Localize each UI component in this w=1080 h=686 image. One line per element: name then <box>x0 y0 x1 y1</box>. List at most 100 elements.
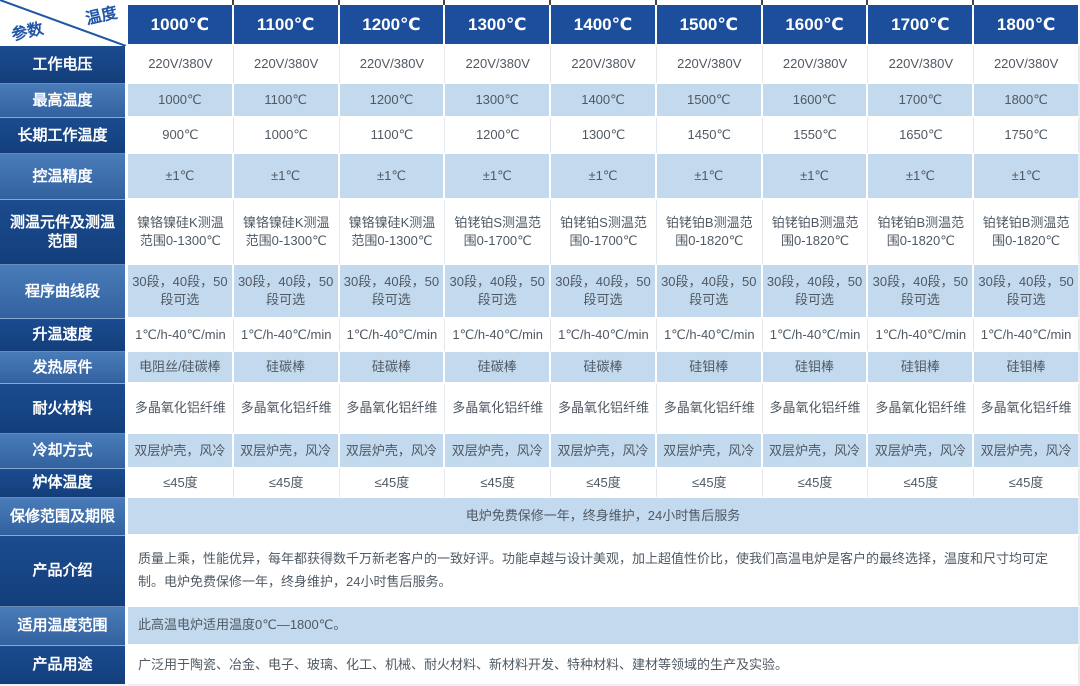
data-cell: 30段，40段，50段可选 <box>762 265 869 319</box>
data-cell: 1300℃ <box>445 84 552 118</box>
data-cell: 1550℃ <box>762 118 869 154</box>
span-row-text: 广泛用于陶瓷、冶金、电子、玻璃、化工、机械、耐火材料、新材料开发、特种材料、建材… <box>128 646 1080 686</box>
data-cell: ±1℃ <box>551 154 657 200</box>
data-cell: ±1℃ <box>339 154 446 200</box>
data-cell: 多晶氧化铝纤维 <box>233 384 340 434</box>
row-label: 耐火材料 <box>0 384 128 434</box>
data-cell: 1000℃ <box>233 118 340 154</box>
data-cell: ≤45度 <box>656 469 763 498</box>
column-header: 1100℃ <box>233 5 340 46</box>
data-cell: ±1℃ <box>868 154 975 200</box>
diagonal-line <box>0 0 126 46</box>
column-header: 1200℃ <box>339 5 446 46</box>
data-cell: ±1℃ <box>128 154 234 200</box>
column-header: 1000℃ <box>128 5 234 46</box>
row-label: 程序曲线段 <box>0 265 128 319</box>
data-cell: 1450℃ <box>656 118 763 154</box>
row-label: 冷却方式 <box>0 434 128 469</box>
data-cell: 1100℃ <box>233 84 340 118</box>
row-label: 炉体温度 <box>0 469 128 498</box>
data-cell: ≤45度 <box>445 469 552 498</box>
data-cell: 220V/380V <box>868 46 975 84</box>
data-cell: 电阻丝/硅碳棒 <box>128 352 234 384</box>
data-cell: 硅碳棒 <box>339 352 446 384</box>
data-cell: 1000℃ <box>128 84 234 118</box>
data-cell: 30段，40段，50段可选 <box>233 265 340 319</box>
data-cell: 双层炉壳，风冷 <box>656 434 763 469</box>
data-cell: 1600℃ <box>762 84 869 118</box>
data-cell: 多晶氧化铝纤维 <box>445 384 552 434</box>
data-cell: 220V/380V <box>762 46 869 84</box>
data-cell: 30段，40段，50段可选 <box>974 265 1080 319</box>
data-cell: 1300℃ <box>551 118 657 154</box>
column-header: 1800℃ <box>974 5 1080 46</box>
data-cell: 1200℃ <box>339 84 446 118</box>
data-cell: 双层炉壳，风冷 <box>445 434 552 469</box>
row-label: 发热原件 <box>0 352 128 384</box>
data-cell: 双层炉壳，风冷 <box>339 434 446 469</box>
data-cell: 220V/380V <box>339 46 446 84</box>
data-cell: 30段，40段，50段可选 <box>445 265 552 319</box>
row-label: 适用温度范围 <box>0 607 128 646</box>
data-cell: 多晶氧化铝纤维 <box>868 384 975 434</box>
data-cell: 双层炉壳，风冷 <box>974 434 1080 469</box>
row-label: 控温精度 <box>0 154 128 200</box>
data-cell: 镍铬镍硅K测温范围0-1300℃ <box>128 200 234 265</box>
top-strip-cell <box>656 0 763 5</box>
data-cell: 双层炉壳，风冷 <box>762 434 869 469</box>
data-cell: 1400℃ <box>551 84 657 118</box>
data-cell: 30段，40段，50段可选 <box>339 265 446 319</box>
data-cell: 30段，40段，50段可选 <box>868 265 975 319</box>
data-cell: ≤45度 <box>868 469 975 498</box>
row-label: 工作电压 <box>0 46 128 84</box>
data-cell: 双层炉壳，风冷 <box>868 434 975 469</box>
data-cell: 1℃/h-40℃/min <box>974 319 1080 352</box>
top-strip-cell <box>128 0 234 5</box>
data-cell: 双层炉壳，风冷 <box>128 434 234 469</box>
span-row-text: 质量上乘，性能优异，每年都获得数千万新老客户的一致好评。功能卓越与设计美观，加上… <box>128 536 1080 607</box>
data-cell: 多晶氧化铝纤维 <box>551 384 657 434</box>
data-cell: 硅碳棒 <box>551 352 657 384</box>
row-label: 最高温度 <box>0 84 128 118</box>
row-label: 产品用途 <box>0 646 128 686</box>
data-cell: ±1℃ <box>233 154 340 200</box>
data-cell: 硅钼棒 <box>762 352 869 384</box>
data-cell: 硅碳棒 <box>445 352 552 384</box>
data-cell: 1℃/h-40℃/min <box>233 319 340 352</box>
data-cell: 1750℃ <box>974 118 1080 154</box>
top-strip-cell <box>551 0 657 5</box>
column-header: 1500℃ <box>656 5 763 46</box>
data-cell: 硅钼棒 <box>868 352 975 384</box>
data-cell: 220V/380V <box>233 46 340 84</box>
data-cell: 铂铑铂B测温范围0-1820℃ <box>868 200 975 265</box>
data-cell: 硅碳棒 <box>233 352 340 384</box>
data-cell: 1500℃ <box>656 84 763 118</box>
column-header: 1700℃ <box>868 5 975 46</box>
row-label: 长期工作温度 <box>0 118 128 154</box>
row-label: 测温元件及测温范围 <box>0 200 128 265</box>
data-cell: 30段，40段，50段可选 <box>551 265 657 319</box>
column-header: 1600℃ <box>762 5 869 46</box>
data-cell: 镍铬镍硅K测温范围0-1300℃ <box>233 200 340 265</box>
data-cell: ±1℃ <box>445 154 552 200</box>
data-cell: 1℃/h-40℃/min <box>128 319 234 352</box>
data-cell: 镍铬镍硅K测温范围0-1300℃ <box>339 200 446 265</box>
data-cell: 铂铑铂S测温范围0-1700℃ <box>445 200 552 265</box>
data-cell: 220V/380V <box>445 46 552 84</box>
data-cell: ≤45度 <box>339 469 446 498</box>
data-cell: 硅钼棒 <box>656 352 763 384</box>
data-cell: 220V/380V <box>551 46 657 84</box>
data-cell: ≤45度 <box>762 469 869 498</box>
data-cell: 1℃/h-40℃/min <box>551 319 657 352</box>
corner-cell: 温度 参数 <box>0 0 128 46</box>
data-cell: 铂铑铂B测温范围0-1820℃ <box>974 200 1080 265</box>
span-row-text: 电炉免费保修一年，终身维护，24小时售后服务 <box>128 498 1080 536</box>
data-cell: 30段，40段，50段可选 <box>656 265 763 319</box>
row-label: 升温速度 <box>0 319 128 352</box>
data-cell: ±1℃ <box>656 154 763 200</box>
top-strip-cell <box>339 0 446 5</box>
data-cell: 1800℃ <box>974 84 1080 118</box>
data-cell: ±1℃ <box>974 154 1080 200</box>
data-cell: 220V/380V <box>656 46 763 84</box>
